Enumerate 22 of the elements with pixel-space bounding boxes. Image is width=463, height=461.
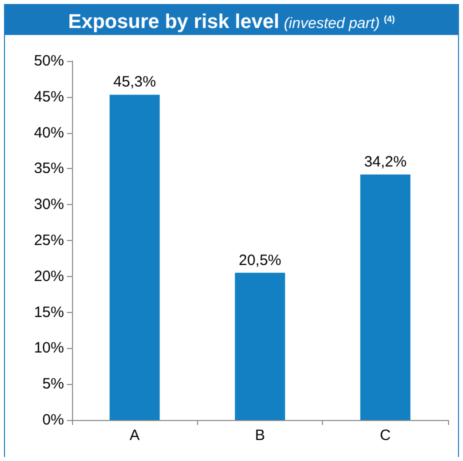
bar [110, 94, 160, 420]
y-tick-label: 0% [42, 412, 64, 428]
x-tick-label: B [254, 427, 266, 444]
y-tick-label: 35% [34, 160, 64, 178]
bar [234, 272, 286, 420]
data-label: 34,2% [364, 153, 407, 170]
data-label: 20,5% [238, 252, 282, 269]
y-tick-label: 20% [34, 268, 64, 285]
x-tick-label: A [130, 427, 140, 444]
y-tick-label: 5% [42, 376, 64, 393]
y-tick-label: 45% [34, 88, 64, 106]
y-tick-label: 25% [34, 232, 64, 249]
chart-title: Exposure by risk level [68, 11, 280, 33]
y-tick-label: 50% [34, 52, 64, 70]
data-label: 45,3% [113, 74, 156, 91]
y-tick-label: 10% [34, 340, 64, 357]
bar [360, 174, 410, 420]
y-tick-label: 30% [34, 196, 64, 214]
y-tick-label: 40% [34, 124, 64, 142]
x-tick-label: C [380, 427, 391, 444]
y-tick-label: 15% [34, 304, 64, 321]
chart-subtitle: (invested part) $^{(4)}$ [284, 14, 395, 32]
